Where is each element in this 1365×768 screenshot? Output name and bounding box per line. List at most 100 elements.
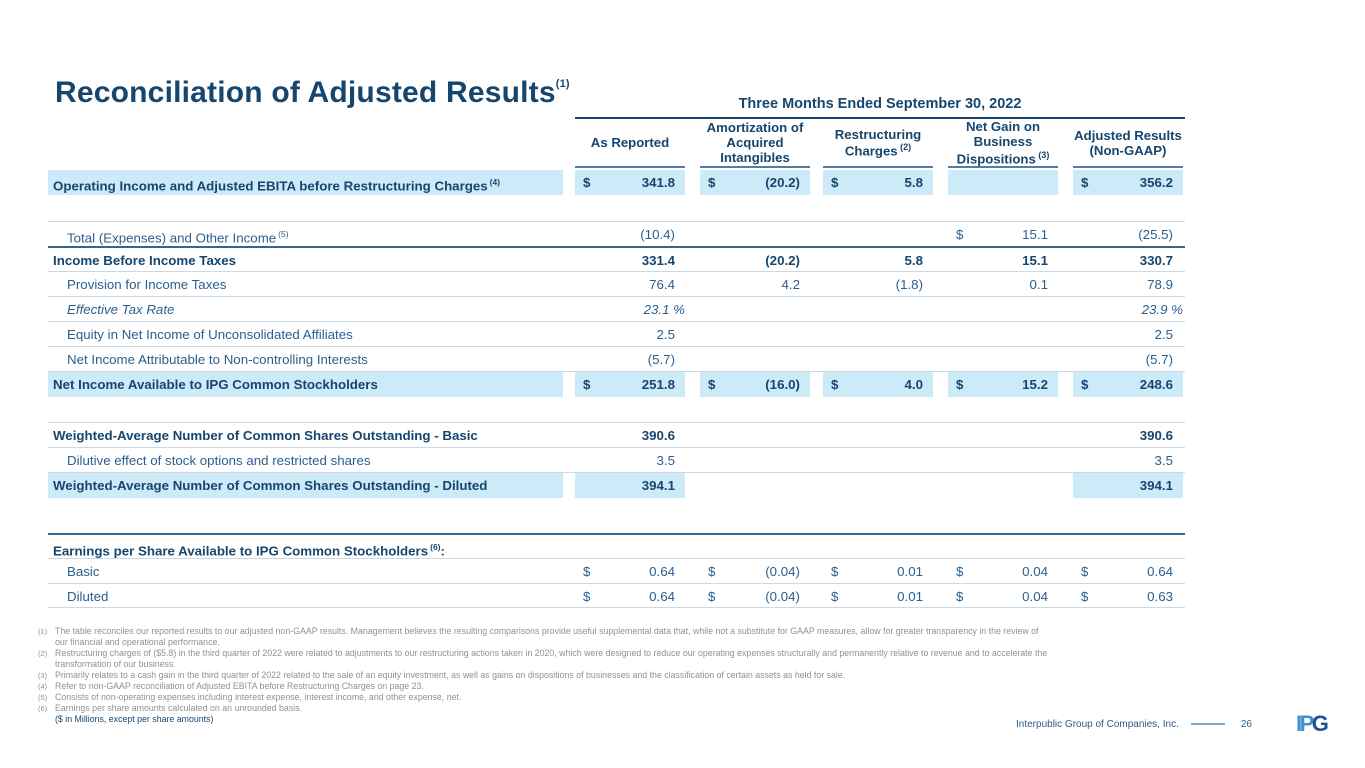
- cell-eps-basic-col2: $ (0.04): [708, 564, 800, 579]
- footnote-1: (1) The table reconciles our reported res…: [38, 626, 1048, 648]
- cell-net-income-available-ipg-stockholders-col2: $ (16.0): [700, 372, 810, 397]
- footnote-text: Refer to non-GAAP reconciliation of Adju…: [55, 681, 424, 691]
- period-header: Three Months Ended September 30, 2022: [738, 96, 1022, 112]
- cell-eps-basic-col3: $0.01: [831, 564, 923, 579]
- cell-provision-for-income-taxes-col3: (1.8): [895, 277, 923, 292]
- cell-total-expenses-other-income-col4: $15.1: [956, 227, 1048, 242]
- cell-eps-diluted-col2: $ (0.04): [708, 589, 800, 604]
- row-label-eps-header: Earnings per Share Available to IPG Comm…: [53, 542, 445, 559]
- table-row-income-before-income-taxes: Income Before Income Taxes 331.4 (20.2) 5.8…: [48, 246, 1185, 271]
- footer-company: Interpublic Group of Companies, Inc.: [1016, 718, 1179, 730]
- period-header-underline: [575, 117, 1185, 119]
- footnote-text: Consists of non-operating expenses inclu…: [55, 692, 462, 702]
- row-label-weighted-average-shares-diluted: Weighted-Average Number of Common Shares…: [48, 473, 563, 498]
- page-title: Reconciliation of Adjusted Results(1): [55, 76, 570, 110]
- cell-income-before-income-taxes-col3: 5.8: [904, 253, 924, 268]
- cell-net-income-available-ipg-stockholders-col4: $15.2: [948, 372, 1058, 397]
- table-row-eps-basic: Basic $0.64 $ (0.04) $0.01 $0.04 $0.64: [48, 558, 1185, 583]
- table-row-weighted-average-shares-diluted: Weighted-Average Number of Common Shares…: [48, 472, 1185, 498]
- column-header-amortization-acquired-intangibles: Amortization of Acquired Intangibles: [700, 120, 810, 168]
- column-headers: As Reported Amortization of Acquired Inta…: [48, 119, 1185, 168]
- table-row-net-income-attributable-noncontrolling: Net Income Attributable to Non-controlli…: [48, 346, 1185, 371]
- cell-provision-for-income-taxes-col2: 4.2: [781, 277, 801, 292]
- table-row-eps-diluted: Diluted $0.64 $ (0.04) $0.01 $0.04 $0.63: [48, 583, 1185, 608]
- ipg-logo-ip: IP: [1296, 711, 1314, 736]
- footnote-6: (6) Earnings per share amounts calculated…: [38, 703, 1048, 714]
- table-body: Operating Income and Adjusted EBITA befo…: [48, 170, 1185, 608]
- table-row-effective-tax-rate: Effective Tax Rate 23.1 % 23.9 %: [48, 296, 1185, 321]
- cell-eps-diluted-col4: $0.04: [956, 589, 1048, 604]
- footnote-5: (5) Consists of non-operating expenses in…: [38, 692, 1048, 703]
- cell-weighted-average-shares-diluted-col1: 394.1: [575, 473, 685, 498]
- footer-divider-line: [1190, 723, 1225, 725]
- cell-eps-diluted-col1: $0.64: [583, 589, 675, 604]
- cell-provision-for-income-taxes-col4: 0.1: [1029, 277, 1049, 292]
- cell-total-expenses-other-income-col1: (10.4): [640, 227, 675, 242]
- cell-provision-for-income-taxes-col5: 78.9: [1147, 277, 1173, 292]
- cell-weighted-average-shares-diluted-col5: 394.1: [1073, 473, 1183, 498]
- table-row-equity-net-income-unconsolidated-affiliates: Equity in Net Income of Unconsolidated A…: [48, 321, 1185, 346]
- table-row-total-expenses-other-income: Total (Expenses) and Other Income (5) (10.…: [48, 221, 1185, 246]
- footer: Interpublic Group of Companies, Inc. 26 …: [1016, 711, 1329, 736]
- cell-net-income-available-ipg-stockholders-col3: $4.0: [823, 372, 933, 397]
- table-row-provision-for-income-taxes: Provision for Income Taxes 76.4 4.2 (1.8) 0.…: [48, 271, 1185, 296]
- column-header-adjusted-results-non-gaap: Adjusted Results (Non-GAAP): [1073, 121, 1183, 168]
- cell-operating-income-adjusted-ebita-col4: [948, 170, 1058, 195]
- cell-provision-for-income-taxes-col1: 76.4: [649, 277, 675, 292]
- footnote-text: The table reconciles our reported result…: [55, 626, 1039, 647]
- row-label-dilutive-effect-stock-options: Dilutive effect of stock options and res…: [67, 453, 371, 468]
- cell-total-expenses-other-income-col5: (25.5): [1138, 227, 1173, 242]
- row-label-operating-income-adjusted-ebita: Operating Income and Adjusted EBITA befo…: [48, 170, 563, 195]
- footnote-marker: (4): [38, 682, 48, 691]
- row-label-net-income-available-ipg-stockholders: Net Income Available to IPG Common Stock…: [48, 372, 563, 397]
- footnote-text: Primarily relates to a cash gain in the …: [55, 670, 846, 680]
- row-label-income-before-income-taxes: Income Before Income Taxes: [53, 253, 237, 268]
- cell-weighted-average-shares-basic-col5: 390.6: [1139, 428, 1173, 443]
- row-label-weighted-average-shares-basic: Weighted-Average Number of Common Shares…: [53, 428, 478, 443]
- cell-eps-basic-col4: $0.04: [956, 564, 1048, 579]
- cell-net-income-attributable-noncontrolling-col1: (5.7): [647, 352, 675, 367]
- cell-eps-basic-col5: $0.64: [1081, 564, 1173, 579]
- row-label-equity-net-income-unconsolidated-affiliates: Equity in Net Income of Unconsolidated A…: [67, 327, 353, 342]
- footer-page-number: 26: [1240, 718, 1252, 730]
- cell-income-before-income-taxes-col2: (20.2): [765, 253, 800, 268]
- cell-eps-diluted-col3: $0.01: [831, 589, 923, 604]
- cell-income-before-income-taxes-col1: 331.4: [641, 253, 675, 268]
- table-row-net-income-available-ipg-stockholders: Net Income Available to IPG Common Stock…: [48, 371, 1185, 397]
- table-row-eps-header: Earnings per Share Available to IPG Comm…: [48, 533, 1185, 558]
- table-row-dilutive-effect-stock-options: Dilutive effect of stock options and res…: [48, 447, 1185, 472]
- cell-income-before-income-taxes-col5: 330.7: [1139, 253, 1173, 268]
- cell-operating-income-adjusted-ebita-col1: $341.8: [575, 170, 685, 195]
- cell-effective-tax-rate-col1: 23.1 %: [643, 302, 685, 317]
- footnote-marker: (3): [38, 671, 48, 680]
- cell-income-before-income-taxes-col4: 15.1: [1022, 253, 1048, 268]
- footnote-marker: (5): [38, 693, 48, 702]
- footnotes: (1) The table reconciles our reported res…: [38, 626, 1048, 725]
- table-row-weighted-average-shares-basic: Weighted-Average Number of Common Shares…: [48, 422, 1185, 447]
- row-label-provision-for-income-taxes: Provision for Income Taxes: [67, 277, 227, 292]
- footnote-text: Restructuring charges of ($5.8) in the t…: [55, 648, 1048, 669]
- cell-effective-tax-rate-col5: 23.9 %: [1141, 302, 1183, 317]
- row-label-effective-tax-rate: Effective Tax Rate: [67, 302, 175, 317]
- cell-eps-diluted-col5: $0.63: [1081, 589, 1173, 604]
- row-label-eps-basic: Basic: [67, 564, 100, 579]
- cell-operating-income-adjusted-ebita-col2: $ (20.2): [700, 170, 810, 195]
- cell-operating-income-adjusted-ebita-col3: $5.8: [823, 170, 933, 195]
- cell-net-income-available-ipg-stockholders-col1: $251.8: [575, 372, 685, 397]
- row-label-eps-diluted: Diluted: [67, 589, 109, 604]
- cell-net-income-attributable-noncontrolling-col5: (5.7): [1145, 352, 1173, 367]
- footnote-marker: (6): [38, 704, 48, 713]
- column-header-net-gain-business-dispositions: Net Gain on Business Dispositions (3): [948, 119, 1058, 168]
- footnote-3: (3) Primarily relates to a cash gain in t…: [38, 670, 1048, 681]
- page-title-superscript: (1): [555, 78, 570, 91]
- page-title-text: Reconciliation of Adjusted Results: [55, 76, 556, 110]
- footnote-4: (4) Refer to non-GAAP reconciliation of A…: [38, 681, 1048, 692]
- column-header-restructuring-charges: Restructuring Charges (2): [823, 121, 933, 168]
- cell-eps-basic-col1: $0.64: [583, 564, 675, 579]
- cell-weighted-average-shares-basic-col1: 390.6: [641, 428, 675, 443]
- footnote-marker: (1): [38, 627, 48, 636]
- cell-net-income-available-ipg-stockholders-col5: $248.6: [1073, 372, 1183, 397]
- cell-equity-net-income-unconsolidated-affiliates-col5: 2.5: [1154, 327, 1174, 342]
- cell-dilutive-effect-stock-options-col1: 3.5: [656, 453, 676, 468]
